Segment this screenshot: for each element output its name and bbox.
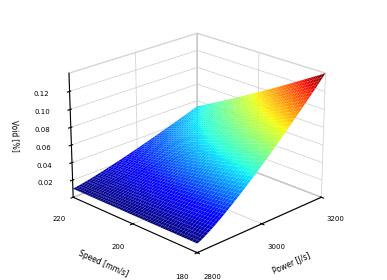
X-axis label: Power [J/s]: Power [J/s] bbox=[271, 251, 312, 276]
Y-axis label: Speed [mm/s]: Speed [mm/s] bbox=[77, 249, 130, 279]
